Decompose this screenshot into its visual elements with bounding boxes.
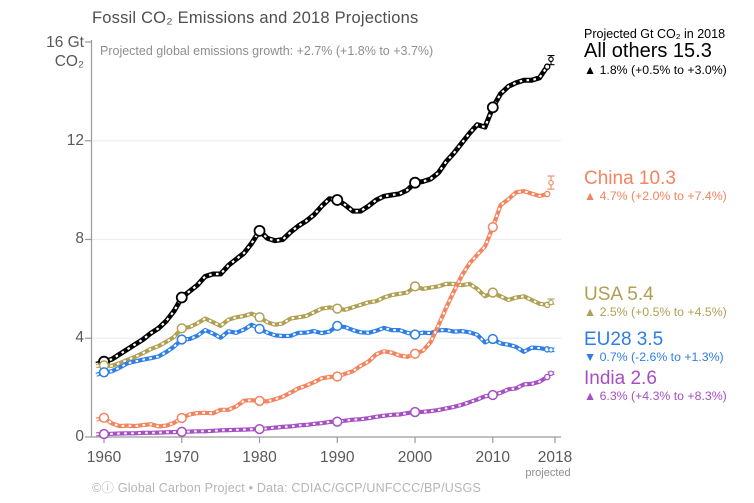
legend-label-all: All others 15.3 (584, 40, 712, 62)
decade-marker-eu28 (409, 329, 421, 340)
projection-marker-usa (548, 299, 554, 306)
decade-marker-china (487, 221, 498, 233)
attribution-footer: ©ⓘ Global Carbon Project • Data: CDIAC/G… (92, 481, 481, 495)
chart-subtitle: Projected global emissions growth: +2.7%… (100, 44, 434, 58)
decade-marker-all-others (486, 101, 499, 114)
decade-marker-china (409, 348, 421, 359)
decade-marker-usa (254, 312, 265, 323)
y-axis-unit-line2: CO₂ (54, 53, 84, 71)
legend-delta-india: ▲ 6.3% (+4.3% to +8.3%) (584, 389, 727, 403)
end-marker-all-others (543, 63, 551, 70)
legend-delta-china: ▲ 4.7% (+2.0% to +7.4%) (584, 189, 727, 203)
decade-marker-china (176, 412, 187, 424)
series-dash-overlay-all-others (95, 65, 549, 366)
decade-marker-india (487, 389, 498, 401)
decade-marker-india (254, 423, 265, 435)
legend-delta-all: ▲ 1.8% (+0.5% to +3.0%) (584, 63, 727, 77)
legend-label-china: China 10.3 (584, 168, 676, 189)
decade-marker-china (98, 412, 110, 423)
series-dash-overlay-india (96, 376, 548, 436)
series-dash-overlay-usa (96, 282, 548, 367)
decade-marker-china (254, 395, 265, 407)
decade-marker-eu28 (332, 320, 343, 332)
y-tick-label-8: 8 (75, 230, 84, 248)
series-line-all-others (95, 65, 550, 367)
legend-header: Projected Gt CO₂ in 2018 (584, 27, 726, 41)
decade-marker-eu28 (487, 333, 498, 345)
x-tick-label-1970: 1970 (164, 449, 199, 466)
y-tick-label-0: 0 (75, 428, 84, 445)
decade-marker-all-others (409, 176, 421, 189)
legend-delta-usa: ▲ 2.5% (+0.5% to +4.5%) (584, 305, 727, 319)
projection-marker-all-others (548, 56, 554, 62)
decade-marker-china (332, 371, 343, 382)
x-tick-label-2018: 2018 (537, 449, 573, 466)
y-axis-unit-line1: 16 Gt (46, 34, 84, 51)
decade-marker-india (176, 426, 187, 437)
legend-label-eu28: EU28 3.5 (584, 329, 664, 350)
x-axis-projected-note: projected (525, 467, 571, 479)
projection-marker-eu28 (548, 347, 554, 353)
decade-marker-usa (487, 287, 498, 298)
decade-marker-usa (409, 281, 421, 292)
decade-marker-all-others (331, 194, 344, 206)
decade-marker-all-others (253, 224, 266, 237)
series-dash-overlay-eu28 (95, 323, 548, 376)
projection-marker-india (548, 370, 554, 377)
y-axis-unit: 16 Gt CO₂ (18, 33, 84, 72)
end-marker-china (543, 190, 551, 198)
decade-marker-india (332, 416, 343, 427)
decade-marker-india (98, 428, 110, 440)
projection-marker-china (548, 179, 554, 186)
legend-delta-eu28: ▼ 0.7% (-2.6% to +1.3%) (584, 350, 724, 364)
decade-marker-eu28 (98, 367, 110, 378)
decade-marker-usa (176, 323, 187, 334)
x-tick-label-2000: 2000 (397, 449, 433, 466)
series-dash-overlay-china (95, 190, 548, 428)
decade-marker-eu28 (254, 323, 265, 335)
decade-marker-eu28 (176, 334, 187, 345)
y-tick-label-12: 12 (66, 131, 84, 149)
x-tick-label-1960: 1960 (86, 449, 122, 466)
legend-label-usa: USA 5.4 (584, 284, 654, 305)
x-tick-label-1990: 1990 (320, 449, 355, 466)
chart-title: Fossil CO₂ Emissions and 2018 Projection… (92, 9, 419, 27)
x-tick-label-1980: 1980 (242, 449, 277, 466)
end-marker-india (543, 373, 551, 381)
decade-marker-usa (332, 303, 343, 314)
legend-label-india: India 2.6 (584, 368, 657, 389)
y-tick-label-4: 4 (75, 329, 84, 347)
decade-marker-all-others (175, 291, 188, 304)
decade-marker-india (409, 406, 421, 418)
x-tick-label-2010: 2010 (475, 449, 511, 466)
